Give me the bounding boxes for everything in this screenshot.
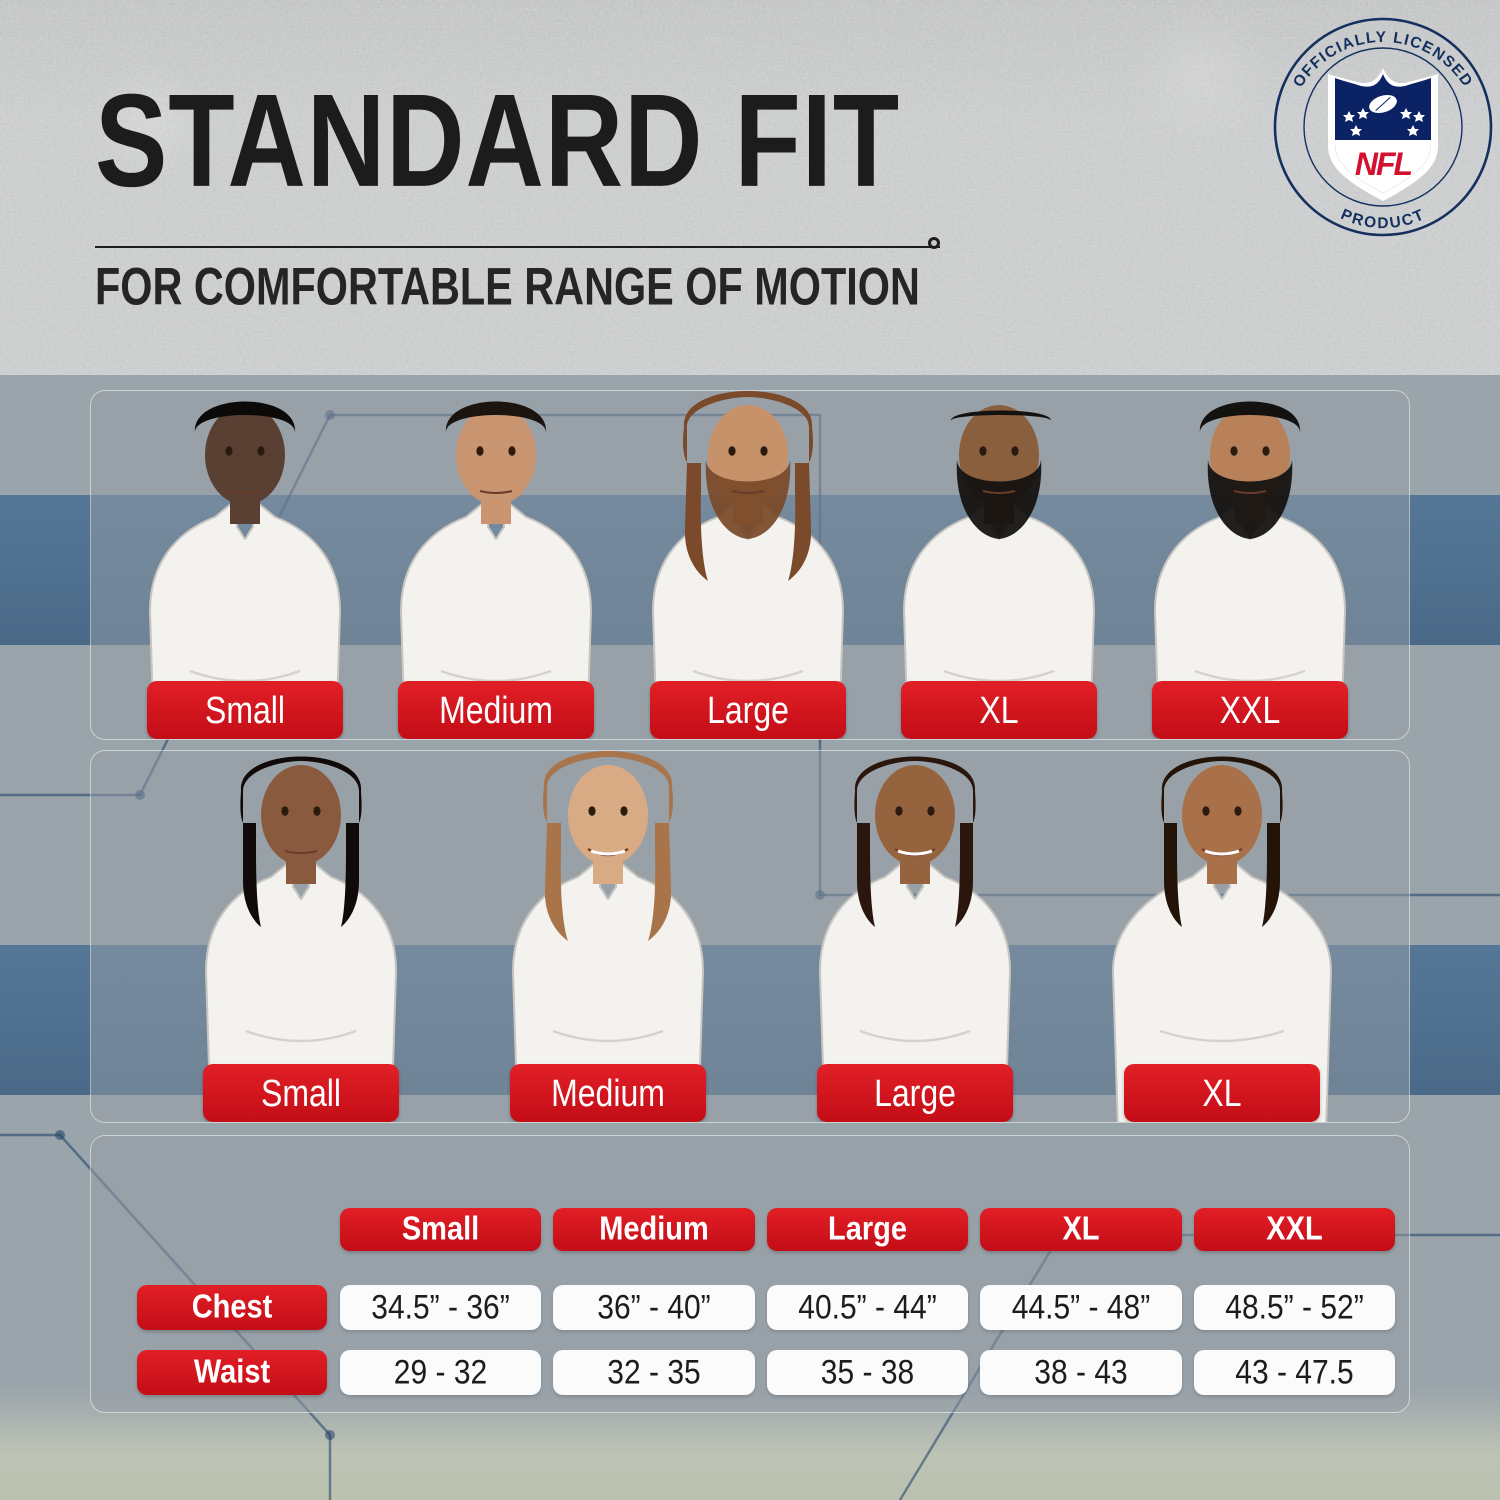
- svg-text:NFL: NFL: [1355, 146, 1412, 182]
- svg-text:PRODUCT: PRODUCT: [1338, 206, 1428, 232]
